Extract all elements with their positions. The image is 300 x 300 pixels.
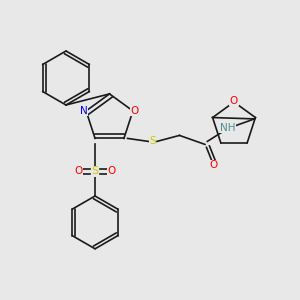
Text: S: S xyxy=(92,167,99,176)
Text: O: O xyxy=(230,95,238,106)
Text: S: S xyxy=(149,136,156,146)
Text: O: O xyxy=(210,160,218,170)
Text: O: O xyxy=(107,167,116,176)
Text: O: O xyxy=(74,167,83,176)
Text: NH: NH xyxy=(220,123,235,133)
Text: N: N xyxy=(80,106,88,116)
Text: O: O xyxy=(130,106,139,116)
